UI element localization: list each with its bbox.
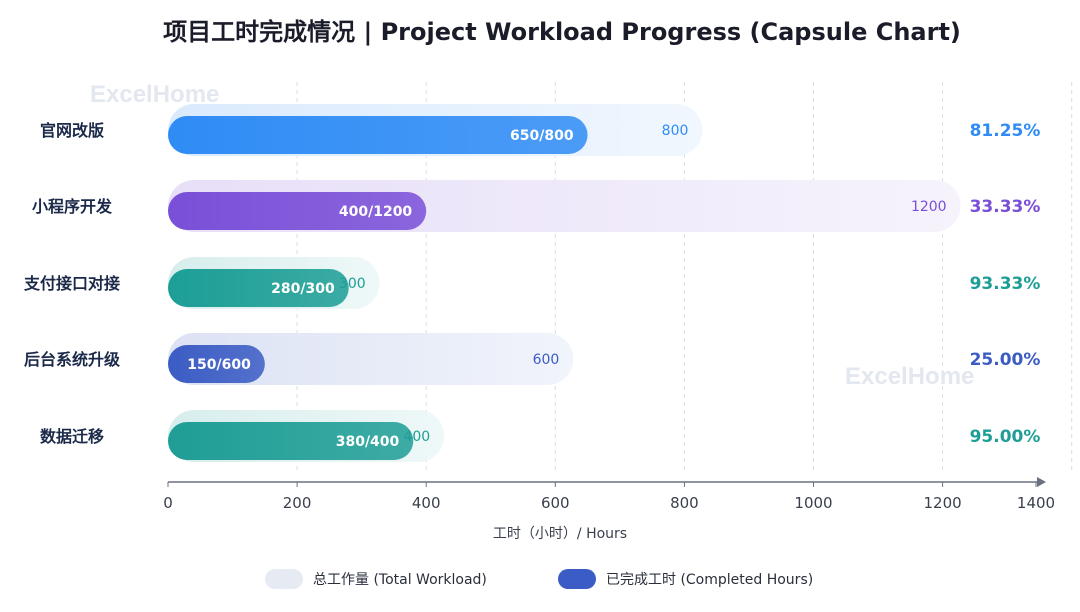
total-label: 600 [533, 352, 560, 368]
x-tick-label: 1400 [1017, 494, 1055, 512]
completed-label: 150/600 [187, 357, 251, 373]
completed-label: 400/1200 [339, 204, 413, 220]
watermark-bottom: ExcelHome [845, 363, 974, 390]
x-tick-label: 0 [163, 494, 173, 512]
x-tick-label: 400 [412, 494, 441, 512]
completed-bar [168, 269, 349, 307]
category-label: 官网改版 [40, 121, 104, 140]
x-tick-label: 800 [670, 494, 699, 512]
x-axis-title: 工时（小时）/ Hours [493, 526, 627, 542]
category-label: 小程序开发 [32, 197, 113, 216]
percent-label: 81.25% [970, 121, 1041, 141]
legend-swatch-completed [558, 569, 596, 589]
x-tick-label: 200 [283, 494, 312, 512]
x-tick-label: 1200 [924, 494, 962, 512]
x-axis-arrow [1037, 477, 1046, 487]
percent-label: 25.00% [970, 350, 1041, 370]
category-label: 后台系统升级 [24, 350, 121, 369]
total-label: 1200 [911, 199, 947, 215]
legend-label: 已完成工时 (Completed Hours) [606, 572, 813, 588]
chart-title: 项目工时完成情况 | Project Workload Progress (Ca… [163, 18, 961, 46]
x-axis: 0 200 400 600 800 1000 1200 1400 [163, 477, 1055, 512]
bars-layer: 官网改版 650/800 800 81.25% 小程序开发 400/1200 1200 33.… [23, 104, 1040, 462]
total-label: 400 [403, 429, 430, 445]
x-tick-label: 600 [541, 494, 570, 512]
completed-label: 650/800 [510, 128, 574, 144]
percent-label: 93.33% [970, 274, 1041, 294]
total-bar [168, 333, 574, 385]
watermark-top: ExcelHome [90, 81, 219, 108]
x-tick-label: 1000 [794, 494, 832, 512]
category-label: 支付接口对接 [23, 274, 120, 293]
category-label: 数据迁移 [40, 427, 104, 446]
completed-bar [168, 422, 414, 460]
completed-bar [168, 192, 427, 230]
completed-label: 280/300 [271, 281, 335, 297]
percent-label: 33.33% [970, 197, 1041, 217]
completed-bar [168, 116, 588, 154]
total-label: 800 [662, 123, 689, 139]
total-label: 300 [339, 276, 366, 292]
legend: 总工作量 (Total Workload) 已完成工时 (Completed Ho… [265, 569, 813, 589]
completed-label: 380/400 [336, 434, 400, 450]
completed-bar [168, 345, 265, 383]
legend-swatch-total [265, 569, 303, 589]
percent-label: 95.00% [970, 427, 1041, 447]
legend-label: 总工作量 (Total Workload) [313, 572, 487, 588]
